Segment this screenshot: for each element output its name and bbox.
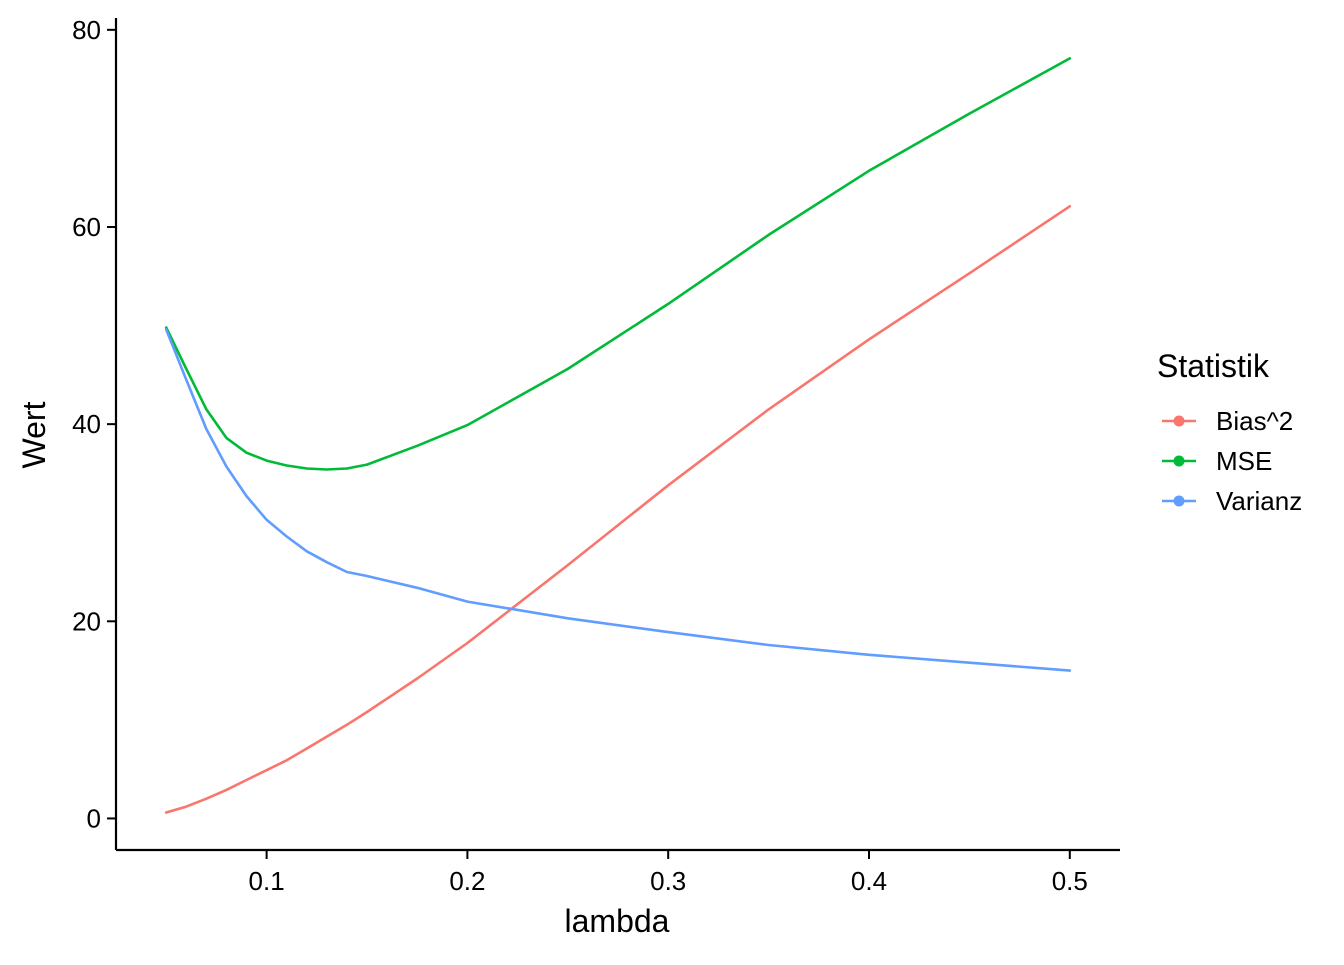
legend-label: Bias^2 xyxy=(1216,406,1293,436)
series-layer xyxy=(164,57,1072,814)
y-tick-label: 0 xyxy=(87,803,101,833)
series-line-bias-2 xyxy=(164,205,1072,814)
x-axis-title: lambda xyxy=(565,903,670,939)
legend-item-varianz: Varianz xyxy=(1162,486,1302,516)
y-axis-title: Wert xyxy=(16,401,52,468)
y-tick-label: 80 xyxy=(72,15,101,45)
series-line-varianz xyxy=(164,328,1072,672)
y-tick-label: 20 xyxy=(72,606,101,636)
legend-items: Bias^2 MSE Varianz xyxy=(1162,406,1302,516)
x-tick-label: 0.3 xyxy=(650,866,686,896)
x-tick-label: 0.1 xyxy=(249,866,285,896)
series-line-mse xyxy=(164,57,1072,471)
x-tick-label: 0.4 xyxy=(851,866,887,896)
y-tick-label: 40 xyxy=(72,409,101,439)
legend-item-bias-2: Bias^2 xyxy=(1162,406,1293,436)
x-tick-label: 0.5 xyxy=(1052,866,1088,896)
x-tick-label: 0.2 xyxy=(449,866,485,896)
y-tick-label: 60 xyxy=(72,212,101,242)
y-axis-ticks: 0 20 40 60 80 xyxy=(72,15,116,833)
legend-label: MSE xyxy=(1216,446,1272,476)
x-axis-ticks: 0.1 0.2 0.3 0.4 0.5 xyxy=(249,850,1088,896)
legend-item-mse: MSE xyxy=(1162,446,1272,476)
legend-title: Statistik xyxy=(1157,348,1270,384)
legend: Statistik Bias^2 MSE Varianz xyxy=(1157,348,1302,516)
legend-key-dot xyxy=(1173,415,1185,427)
legend-key-dot xyxy=(1173,495,1185,507)
legend-label: Varianz xyxy=(1216,486,1302,516)
legend-key-dot xyxy=(1173,455,1185,467)
